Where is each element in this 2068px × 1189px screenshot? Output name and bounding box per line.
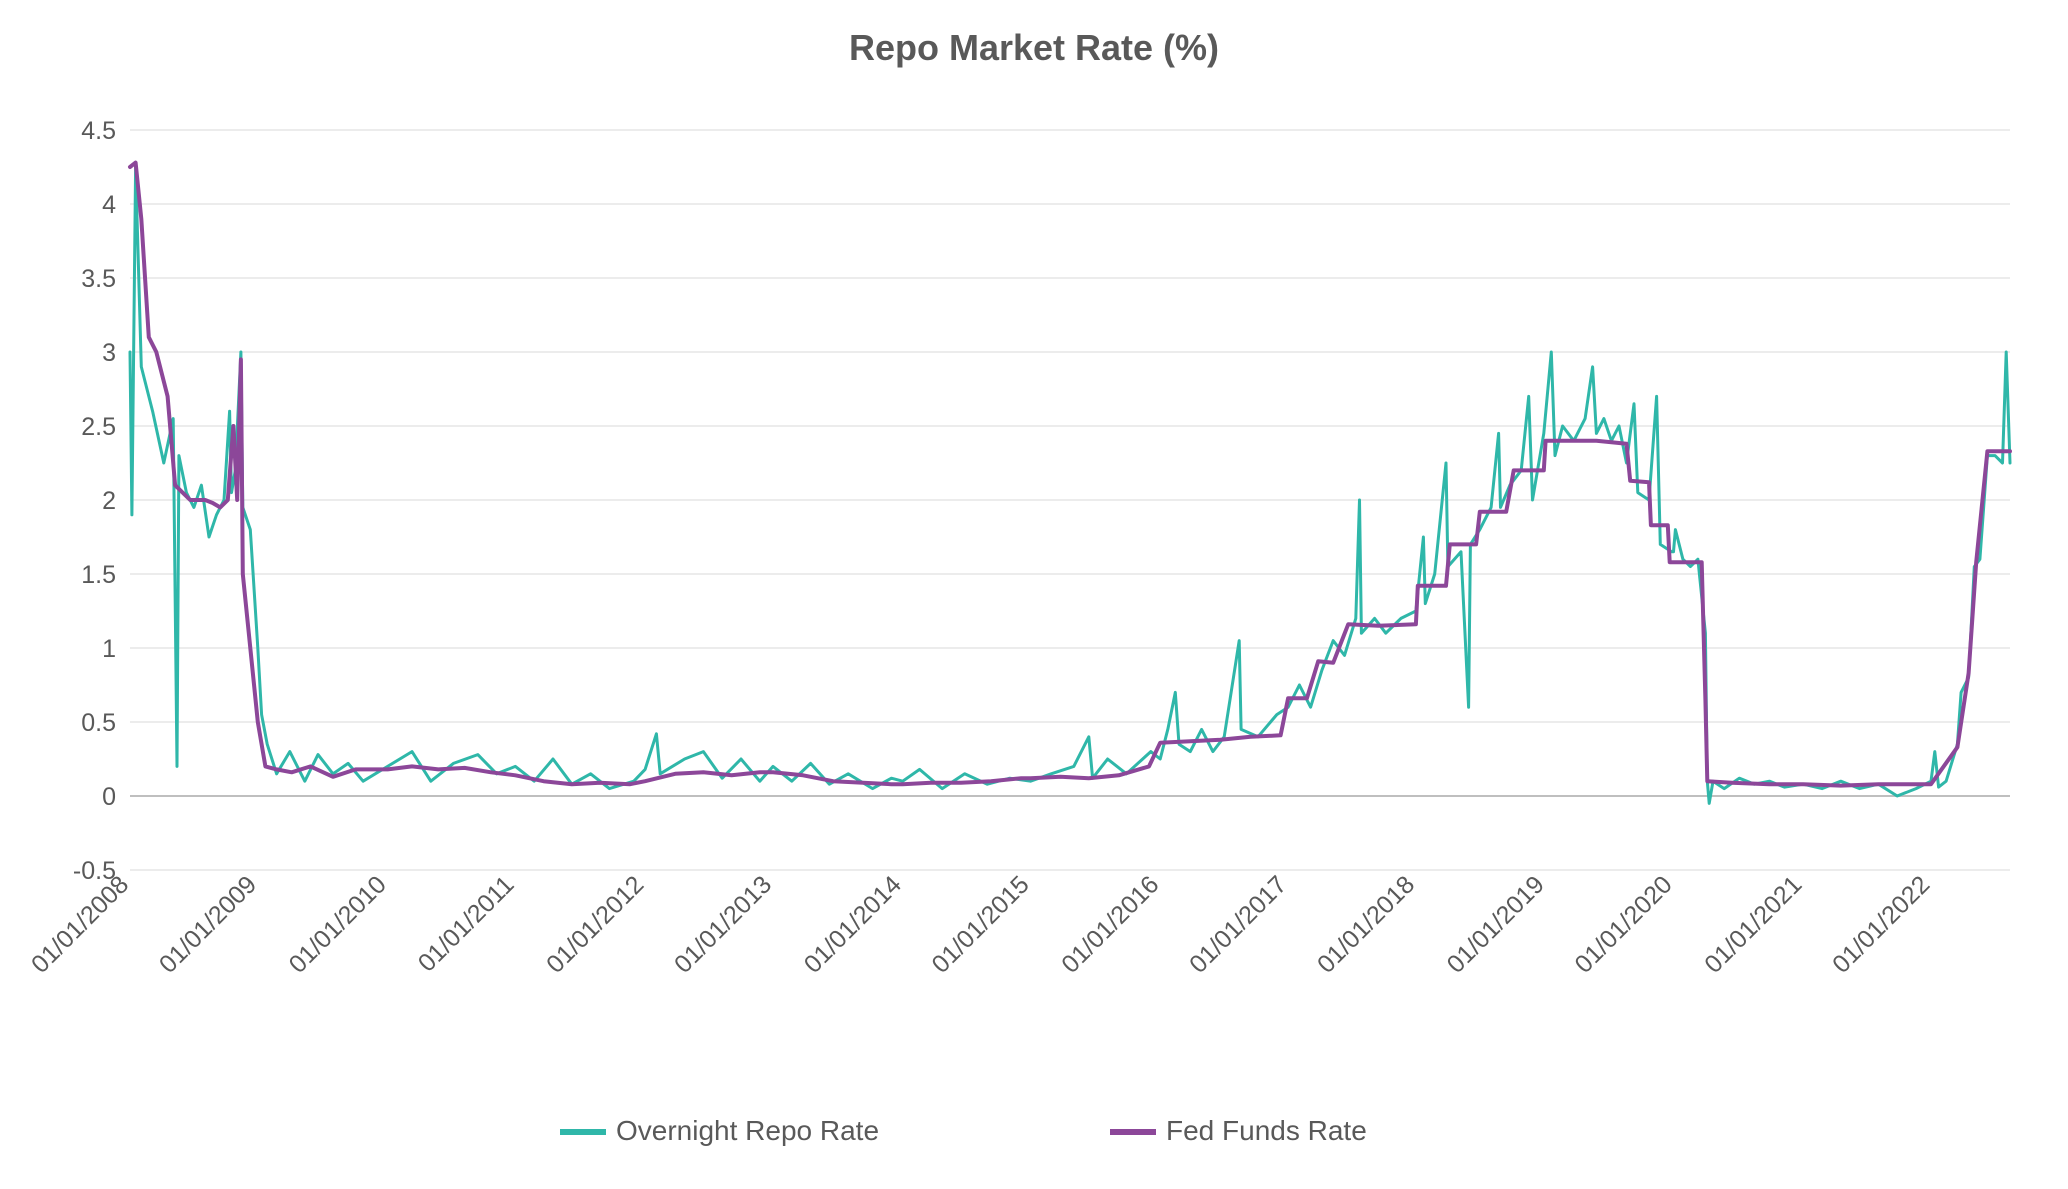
legend-swatch — [1110, 1129, 1156, 1135]
x-tick-label-group: 01/01/2017 — [1184, 870, 1292, 978]
legend-label: Fed Funds Rate — [1166, 1115, 1367, 1146]
x-tick-label-group: 01/01/2018 — [1312, 870, 1420, 978]
legend-label: Overnight Repo Rate — [616, 1115, 879, 1146]
y-tick-label: 1 — [102, 635, 116, 663]
y-tick-label: 0 — [102, 783, 116, 811]
x-tick-label: 01/01/2018 — [1312, 870, 1420, 978]
x-tick-label-group: 01/01/2015 — [926, 870, 1034, 978]
x-tick-label-group: 01/01/2012 — [541, 870, 649, 978]
y-tick-label: 1.5 — [81, 561, 116, 589]
x-tick-label: 01/01/2015 — [926, 870, 1034, 978]
y-tick-label: 0.5 — [81, 709, 116, 737]
series-line-0 — [130, 167, 2010, 803]
chart-title: Repo Market Rate (%) — [849, 27, 1219, 68]
x-tick-label-group: 01/01/2013 — [669, 870, 777, 978]
x-tick-label: 01/01/2014 — [799, 870, 907, 978]
x-tick-label: 01/01/2016 — [1056, 870, 1164, 978]
y-tick-label: 3.5 — [81, 265, 116, 293]
x-tick-label: 01/01/2012 — [541, 870, 649, 978]
x-tick-label-group: 01/01/2009 — [154, 870, 262, 978]
y-tick-label: 4.5 — [81, 117, 116, 145]
x-tick-label-group: 01/01/2016 — [1056, 870, 1164, 978]
repo-rate-chart: Repo Market Rate (%)-0.500.511.522.533.5… — [0, 0, 2068, 1189]
x-tick-label: 01/01/2010 — [284, 870, 392, 978]
y-tick-label: 2.5 — [81, 413, 116, 441]
x-tick-label-group: 01/01/2011 — [413, 870, 520, 977]
x-tick-label: 01/01/2021 — [1699, 870, 1807, 978]
y-tick-label: 3 — [102, 339, 116, 367]
legend-swatch — [560, 1129, 606, 1135]
x-tick-label-group: 01/01/2022 — [1827, 870, 1935, 978]
x-tick-label: 01/01/2008 — [26, 870, 134, 978]
x-tick-label-group: 01/01/2019 — [1442, 870, 1550, 978]
x-tick-label: 01/01/2019 — [1442, 870, 1550, 978]
x-tick-label-group: 01/01/2020 — [1569, 870, 1677, 978]
x-tick-label: 01/01/2020 — [1569, 870, 1677, 978]
y-tick-label: 2 — [102, 487, 116, 515]
x-tick-label: 01/01/2017 — [1184, 870, 1292, 978]
x-tick-label: 01/01/2011 — [413, 870, 520, 977]
x-tick-label: 01/01/2022 — [1827, 870, 1935, 978]
x-tick-label-group: 01/01/2010 — [284, 870, 392, 978]
x-tick-label-group: 01/01/2021 — [1699, 870, 1807, 978]
chart-container: Repo Market Rate (%)-0.500.511.522.533.5… — [0, 0, 2068, 1189]
y-tick-label: 4 — [102, 191, 116, 219]
x-tick-label-group: 01/01/2014 — [799, 870, 907, 978]
x-tick-label: 01/01/2009 — [154, 870, 262, 978]
series-line-1 — [130, 163, 2010, 786]
x-tick-label: 01/01/2013 — [669, 870, 777, 978]
x-tick-label-group: 01/01/2008 — [26, 870, 134, 978]
